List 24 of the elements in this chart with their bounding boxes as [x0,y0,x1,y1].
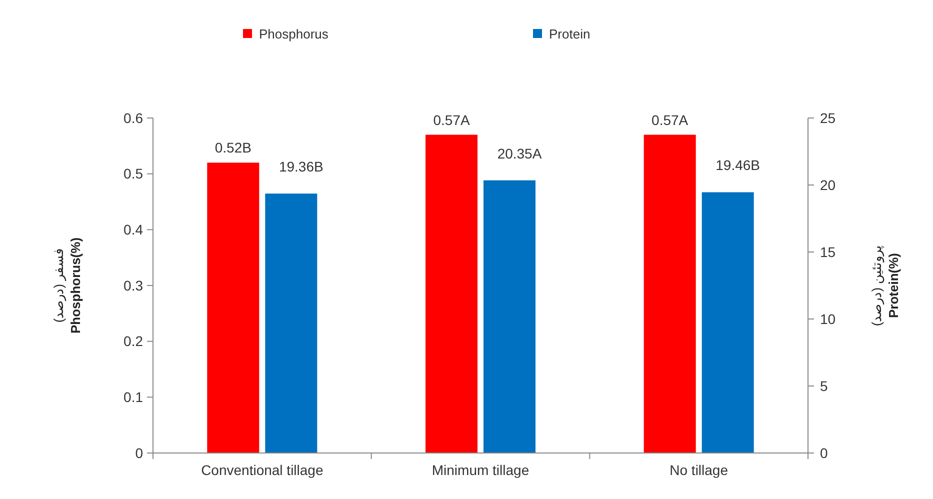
y-tick-label: 0.1 [124,389,144,406]
x-tick-label: Conventional tillage [201,462,324,478]
y2-tick-label: 20 [820,176,836,193]
x-tick-label: Minimum tillage [432,462,530,478]
data-label: 19.36B [278,158,324,175]
data-label: 19.46B [716,157,760,174]
y2-tick-label: 0 [820,444,828,461]
y-tick-label: 0.6 [124,110,144,126]
y-tick-label: 0.4 [124,222,144,238]
data-label: 20.35A [497,145,542,162]
legend-label: Phosphorus [259,26,329,42]
y-tick-label: 0.2 [124,333,144,350]
y2-tick-label: 10 [820,310,836,327]
data-label: 0.57A [652,112,689,128]
y2-tick-label: 15 [820,244,836,260]
y2-tick-label: 5 [820,378,828,394]
y-tick-label: 0 [135,444,144,461]
y-tick-label: 0.5 [124,166,144,182]
y-tick-label: 0.3 [124,277,144,294]
legend-label: Protein [549,26,590,42]
data-label: 0.52B [214,140,252,156]
x-tick-label: No tillage [670,462,728,478]
y2-tick-label: 25 [820,110,836,126]
data-label: 0.57A [433,112,470,128]
